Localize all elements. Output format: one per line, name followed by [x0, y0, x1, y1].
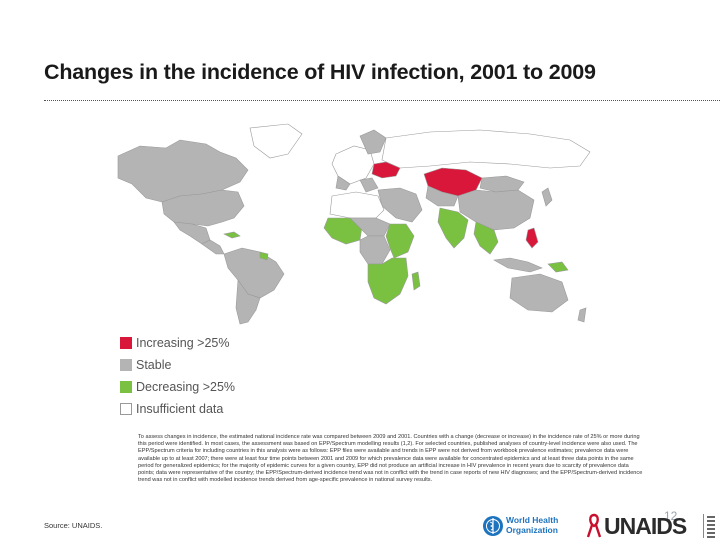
who-line-1: World Health	[506, 515, 559, 525]
legend-item-increasing: Increasing >25%	[120, 332, 340, 354]
region-russia	[381, 129, 591, 169]
legend-label-decreasing: Decreasing >25%	[136, 380, 236, 394]
region-mongolia	[479, 175, 525, 193]
region-indonesia	[493, 257, 543, 273]
legend-label-insufficient: Insufficient data	[136, 402, 224, 416]
region-papua-new-guinea	[547, 261, 569, 273]
who-emblem-icon	[483, 516, 503, 536]
legend-swatch-decreasing	[120, 381, 132, 393]
legend-item-decreasing: Decreasing >25%	[120, 376, 340, 398]
who-line-2: Organization	[506, 525, 558, 535]
region-canada-alaska	[117, 139, 249, 203]
region-north-africa	[329, 191, 385, 219]
region-western-europe	[331, 145, 375, 185]
region-caribbean	[223, 231, 241, 239]
cosponsor-list	[703, 514, 718, 538]
region-philippines	[525, 227, 539, 249]
map-legend: Increasing >25% Stable Decreasing >25% I…	[120, 332, 340, 420]
region-central-africa	[359, 235, 391, 265]
page-number: 12	[664, 509, 678, 523]
region-greenland	[249, 123, 303, 159]
aids-ribbon-icon	[586, 513, 602, 538]
world-map	[117, 123, 591, 325]
region-madagascar	[411, 271, 421, 291]
region-india	[437, 207, 469, 249]
region-east-africa	[385, 223, 415, 259]
region-central-america	[201, 239, 225, 255]
region-south-america-south	[235, 279, 261, 325]
who-wordmark: World Health Organization	[506, 515, 558, 535]
legend-label-stable: Stable	[136, 358, 172, 372]
legend-swatch-stable	[120, 359, 132, 371]
title-divider	[44, 100, 720, 101]
unaids-wordmark: UNAIDS	[604, 513, 687, 539]
legend-item-stable: Stable	[120, 354, 340, 376]
legend-swatch-increasing	[120, 337, 132, 349]
region-southern-africa	[367, 257, 409, 305]
region-japan	[541, 187, 553, 207]
who-logo: World Health Organization	[482, 515, 578, 537]
region-southeast-asia	[473, 221, 499, 255]
methodology-footnote: To assess changes in incidence, the esti…	[138, 434, 643, 484]
region-china	[457, 189, 535, 231]
legend-label-increasing: Increasing >25%	[136, 336, 230, 350]
source-note: Source: UNAIDS.	[44, 521, 103, 530]
region-suriname	[259, 251, 269, 261]
region-middle-east	[377, 187, 423, 223]
unaids-logo: UNAIDS	[586, 513, 720, 540]
legend-swatch-insufficient	[120, 403, 132, 415]
region-central-asia-south	[425, 185, 459, 207]
region-eastern-europe	[371, 161, 401, 179]
slide-title: Changes in the incidence of HIV infectio…	[44, 60, 596, 84]
legend-item-insufficient: Insufficient data	[120, 398, 340, 420]
region-australia	[509, 273, 569, 313]
region-new-zealand	[577, 307, 587, 323]
region-southern-europe	[335, 175, 379, 193]
region-scandinavia	[359, 129, 387, 155]
region-south-america-north	[223, 247, 285, 299]
